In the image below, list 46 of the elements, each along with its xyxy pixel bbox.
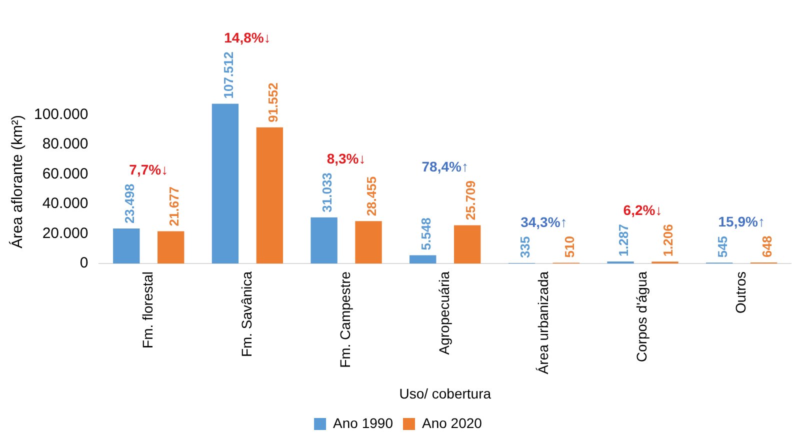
annotation: 6,2%↓ bbox=[623, 202, 662, 218]
data-label: 25.709 bbox=[462, 180, 478, 220]
data-label: 21.677 bbox=[166, 186, 182, 226]
bar bbox=[256, 127, 284, 264]
data-label: 510 bbox=[562, 236, 577, 258]
bar bbox=[113, 228, 140, 264]
data-label: 648 bbox=[759, 236, 774, 258]
y-axis-title: Área aflorante (km²) bbox=[8, 115, 26, 248]
data-label: 107.512 bbox=[220, 52, 236, 99]
y-tick-label: 40.000 bbox=[42, 195, 88, 212]
x-tick-label: Fm. Savânica bbox=[238, 271, 254, 358]
x-tick-label: Agropecuária bbox=[436, 271, 452, 355]
annotation: 78,4%↑ bbox=[422, 158, 468, 174]
bar bbox=[355, 221, 382, 264]
legend-label: Ano 1990 bbox=[333, 414, 394, 431]
data-label: 31.033 bbox=[320, 172, 335, 212]
annotation: 7,7%↓ bbox=[129, 162, 168, 178]
bar bbox=[158, 231, 184, 264]
x-tick-label: Corpos d'água bbox=[634, 271, 650, 362]
y-tick-label: 80.000 bbox=[42, 136, 88, 153]
y-tick-label: 100.000 bbox=[34, 106, 88, 123]
x-tick-label: Fm. florestal bbox=[139, 271, 156, 348]
data-label: 545 bbox=[714, 236, 730, 258]
data-label: 1.206 bbox=[660, 224, 676, 257]
legend-label: Ano 2020 bbox=[422, 414, 482, 431]
annotation: 8,3%↓ bbox=[326, 150, 366, 166]
x-tick-label: Outros bbox=[732, 271, 748, 314]
bar bbox=[454, 225, 481, 264]
y-tick-label: 60.000 bbox=[42, 165, 88, 182]
y-tick-label: 20.000 bbox=[42, 224, 88, 242]
x-tick-label: Fm. Campestre bbox=[337, 271, 354, 368]
bar bbox=[410, 255, 436, 264]
data-label: 23.498 bbox=[122, 184, 137, 224]
annotation: 15,9%↑ bbox=[718, 214, 765, 230]
data-label: 91.552 bbox=[265, 82, 280, 122]
x-tick-label: Área urbanizada bbox=[534, 271, 551, 374]
data-label: 335 bbox=[517, 236, 532, 258]
x-axis-title: Uso/ cobertura bbox=[399, 385, 492, 402]
annotation: 34,3%↑ bbox=[520, 214, 568, 230]
text: 14,8%↓ bbox=[224, 30, 271, 46]
data-label: 5.548 bbox=[418, 218, 434, 250]
data-label: 1.287 bbox=[616, 224, 632, 257]
bar bbox=[212, 104, 239, 264]
data-label: 28.455 bbox=[364, 176, 380, 216]
bar bbox=[310, 217, 338, 264]
y-tick-label: 0 bbox=[80, 254, 88, 272]
